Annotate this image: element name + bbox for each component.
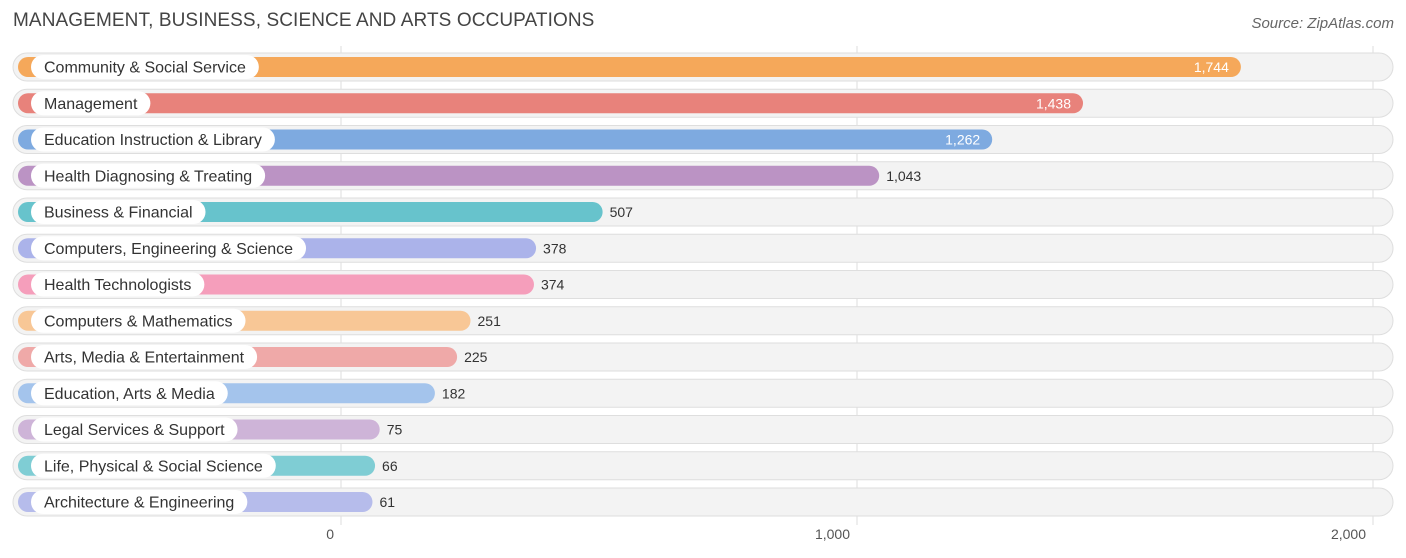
bar-row: Arts, Media & Entertainment 225 <box>12 342 1394 372</box>
bar-row: Community & Social Service 1,744 <box>12 52 1394 82</box>
label-pill <box>31 55 259 79</box>
tick-label: 1,000 <box>815 526 850 542</box>
label-pill <box>31 200 206 224</box>
source-label: Source: ZipAtlas.com <box>1251 15 1394 32</box>
category-label: Architecture & Engineering <box>44 495 234 512</box>
category-label: Management <box>44 96 138 113</box>
value-label: 1,438 <box>1036 95 1071 111</box>
label-pill <box>31 91 151 116</box>
bar-row: Management 1,438 <box>12 88 1394 118</box>
label-pill <box>31 345 258 369</box>
label-pill <box>31 417 238 442</box>
bar-row: Computers, Engineering & Science 378 <box>12 233 1394 263</box>
value-label: 374 <box>541 277 565 293</box>
category-label: Life, Physical & Social Science <box>44 458 263 475</box>
label-pill <box>31 381 228 406</box>
tick-label: 0 <box>326 526 334 542</box>
label-pill <box>31 490 248 514</box>
value-label: 507 <box>610 204 634 220</box>
bar <box>18 93 1084 114</box>
value-label: 182 <box>442 385 466 401</box>
value-label: 225 <box>464 349 488 365</box>
value-label: 66 <box>382 458 398 474</box>
category-label: Computers & Mathematics <box>44 313 233 330</box>
category-label: Education, Arts & Media <box>44 386 215 403</box>
value-label: 1,262 <box>945 132 980 148</box>
chart-title: MANAGEMENT, BUSINESS, SCIENCE AND ARTS O… <box>13 10 595 31</box>
category-label: Business & Financial <box>44 205 193 222</box>
label-pill <box>31 453 276 478</box>
category-label: Education Instruction & Library <box>44 132 262 149</box>
bar-row: Computers & Mathematics 251 <box>12 306 1394 336</box>
value-label: 75 <box>387 422 403 438</box>
label-pill <box>31 163 266 188</box>
category-label: Computers, Engineering & Science <box>44 241 293 258</box>
bar-row: Life, Physical & Social Science 66 <box>12 451 1394 481</box>
bar-row: Health Technologists 374 <box>12 270 1394 299</box>
category-label: Arts, Media & Entertainment <box>44 350 245 367</box>
category-label: Community & Social Service <box>44 60 246 77</box>
x-axis: 0 1,000 2,000 <box>326 526 1366 542</box>
tick-label: 2,000 <box>1331 526 1366 542</box>
value-label: 1,744 <box>1194 59 1229 75</box>
category-label: Health Diagnosing & Treating <box>44 168 252 185</box>
bar-row: Legal Services & Support 75 <box>12 415 1394 444</box>
label-pill <box>31 272 205 297</box>
bar-row: Education Instruction & Library 1,262 <box>12 125 1394 154</box>
category-label: Health Technologists <box>44 277 191 294</box>
bar-row: Education, Arts & Media 182 <box>12 378 1394 408</box>
bar-row: Architecture & Engineering 61 <box>12 487 1394 517</box>
value-label: 378 <box>543 240 567 256</box>
bar-row: Health Diagnosing & Treating 1,043 <box>12 161 1394 191</box>
bar-row: Business & Financial 507 <box>12 197 1394 227</box>
label-pill <box>31 236 307 261</box>
category-label: Legal Services & Support <box>44 422 225 439</box>
bar <box>18 57 1241 77</box>
label-pill <box>31 127 275 152</box>
label-pill <box>31 308 246 333</box>
value-label: 61 <box>379 494 395 510</box>
value-label: 1,043 <box>886 168 921 184</box>
value-label: 251 <box>478 313 502 329</box>
